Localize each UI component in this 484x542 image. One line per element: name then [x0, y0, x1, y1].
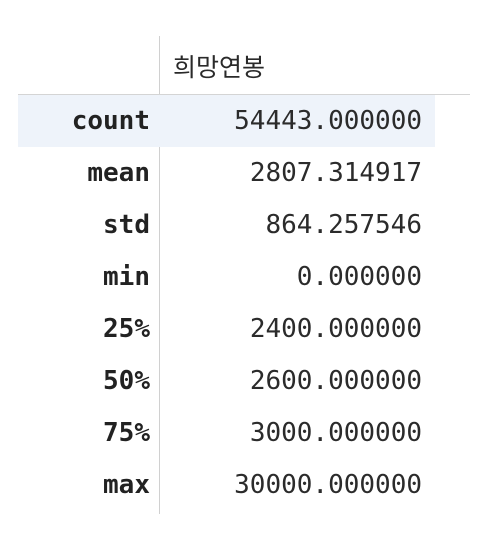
index-divider: [159, 36, 160, 514]
row-value: 2807.314917: [249, 158, 422, 188]
row-value: 2600.000000: [249, 366, 422, 396]
row-label: count: [71, 106, 150, 136]
row-value: 864.257546: [265, 210, 422, 240]
row-label: min: [103, 262, 150, 292]
row-label: 25%: [103, 314, 150, 344]
row-label: std: [103, 210, 150, 240]
table-row-max: max 30000.000000: [18, 459, 470, 511]
row-label: max: [103, 470, 150, 500]
row-value: 2400.000000: [249, 314, 422, 344]
row-label: mean: [87, 158, 150, 188]
table-row-min: min 0.000000: [18, 251, 470, 303]
table-header-row: 희망연봉: [18, 36, 470, 95]
row-label: 75%: [103, 418, 150, 448]
table-row-50pct: 50% 2600.000000: [18, 355, 470, 407]
row-value: 30000.000000: [234, 470, 422, 500]
table-row-mean: mean 2807.314917: [18, 147, 470, 199]
table-row-std: std 864.257546: [18, 199, 470, 251]
table-row-count: count 54443.000000: [18, 95, 435, 147]
row-label: 50%: [103, 366, 150, 396]
row-value: 0.000000: [296, 262, 422, 292]
table-row-75pct: 75% 3000.000000: [18, 407, 470, 459]
table-row-25pct: 25% 2400.000000: [18, 303, 470, 355]
column-header: 희망연봉: [173, 53, 266, 82]
row-value: 54443.000000: [234, 106, 422, 136]
describe-table: 희망연봉 count 54443.000000 mean 2807.314917…: [18, 36, 470, 514]
row-value: 3000.000000: [249, 418, 422, 448]
